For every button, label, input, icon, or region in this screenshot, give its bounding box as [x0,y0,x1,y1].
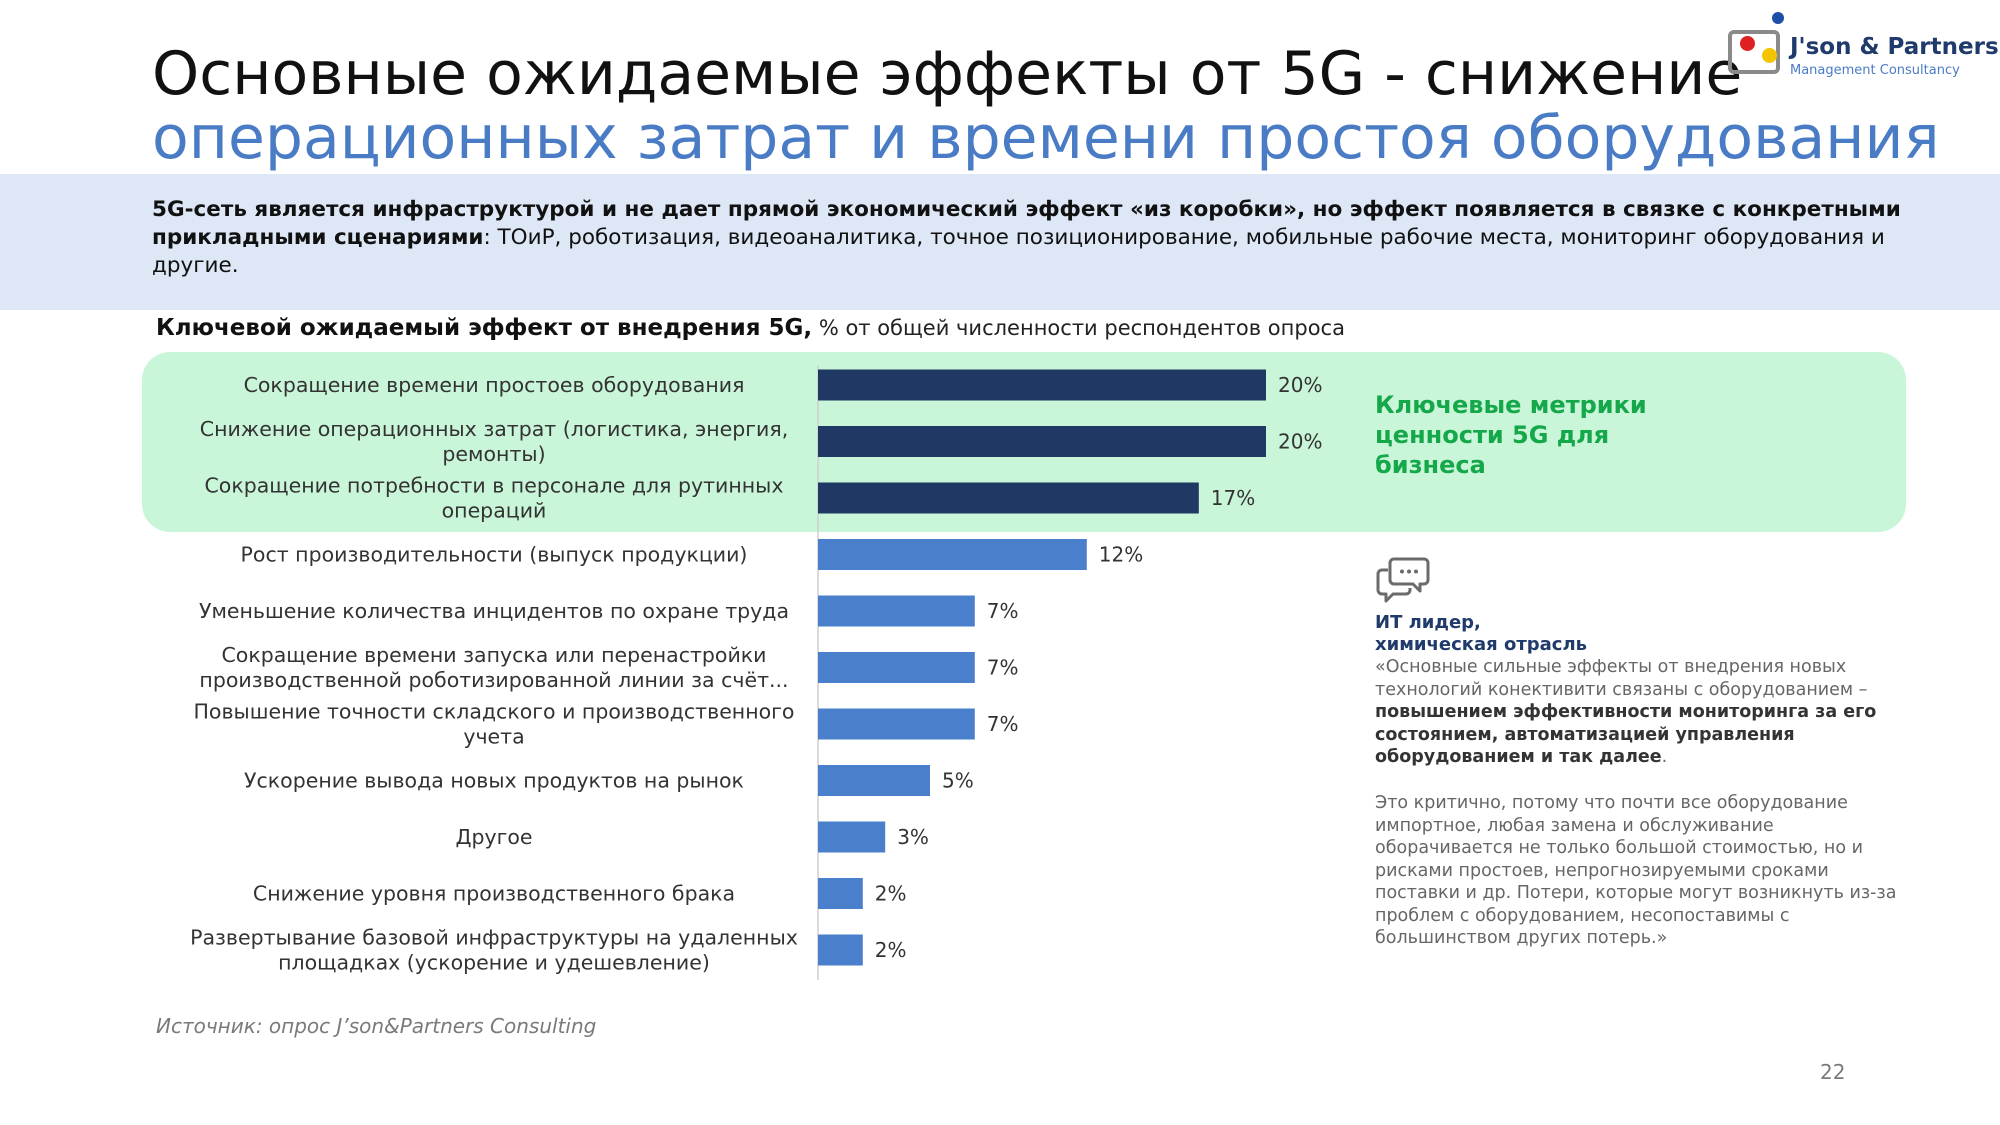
chart-title: Ключевой ожидаемый эффект от внедрения 5… [156,312,1345,344]
bar-8 [818,765,930,796]
category-label-1: Сокращение времени простоев оборудования [244,373,745,397]
summary-band: 5G-сеть является инфраструктурой и не да… [0,174,2000,310]
quote-author-role: ИТ лидер, [1375,612,1481,633]
bar-5 [818,595,975,627]
bar-value-label-11: 2% [875,938,907,962]
quote-text-end: . [1661,747,1668,767]
bar-value-label-7: 7% [987,712,1019,736]
key-metrics-label: Ключевые метрики ценности 5G для бизнеса [1375,391,1647,479]
bar-2 [818,426,1266,457]
bar-7 [818,708,975,740]
category-label-line: Снижение операционных затрат (логистика,… [200,417,788,441]
logo-dot-red [1740,36,1755,51]
bar-3 [818,482,1199,514]
logo-dot-blue [1772,12,1784,24]
category-label-10: Снижение уровня производственного брака [253,882,735,906]
category-label-line: Ускорение вывода новых продуктов на рыно… [244,769,744,793]
logo-subtitle: Management Consultancy [1790,63,1960,78]
category-label-line: Повышение точности складского и производ… [194,700,795,724]
bar-value-label-10: 2% [875,882,907,906]
quote-author: ИТ лидер, химическая отрасль [1375,612,1587,656]
bar-11 [818,934,863,966]
chart-title-bold: Ключевой ожидаемый эффект от внедрения 5… [156,315,813,341]
category-label-line: Сокращение потребности в персонале для р… [204,474,783,498]
chart-title-unit: % от общей численности респондентов опро… [812,316,1345,340]
category-label-line: площадках (ускорение и удешевление) [278,951,710,975]
category-label-line: Развертывание базовой инфраструктуры на … [190,926,798,950]
bar-value-label-2: 20% [1278,430,1322,454]
quote-text-bold: повышением эффективности мониторинга за … [1375,702,1877,767]
category-label-line: Сокращение времени запуска или перенастр… [221,643,766,667]
category-label-line: производственной роботизированной линии … [199,668,788,692]
bar-value-label-1: 20% [1278,373,1322,397]
quote-text-start: «Основные сильные эффекты от внедрения н… [1375,657,1868,700]
category-label-8: Ускорение вывода новых продуктов на рыно… [244,769,744,793]
quote-author-industry: химическая отрасль [1375,634,1588,655]
summary-rest: : ТОиР, роботизация, видеоаналитика, точ… [152,225,1885,278]
category-label-11: Развертывание базовой инфраструктуры на … [190,926,798,975]
company-logo: J'son & Partners Management Consultancy [1724,10,1999,80]
category-label-3: Сокращение потребности в персонале для р… [204,474,783,523]
logo-dot-yellow [1762,48,1777,63]
bar-value-label-8: 5% [942,769,974,793]
category-label-line: Снижение уровня производственного брака [253,882,735,906]
bar-value-label-9: 3% [897,825,929,849]
category-label-line: операций [442,499,547,523]
source-note: Источник: опрос J’son&Partners Consultin… [156,1014,597,1038]
bar-value-label-6: 7% [987,656,1019,680]
bar-6 [818,652,975,683]
bar-value-label-3: 17% [1211,486,1255,510]
category-label-4: Рост производительности (выпуск продукци… [241,543,748,567]
category-label-5: Уменьшение количества инцидентов по охра… [199,599,789,623]
bar-value-label-4: 12% [1099,543,1143,567]
logo-frame [1728,30,1780,74]
category-label-line: ремонты) [442,442,545,466]
chat-bubbles-icon [1376,557,1430,603]
category-label-line: учета [463,725,524,749]
category-label-6: Сокращение времени запуска или перенастр… [199,643,788,692]
quote-paragraph-2: Это критично, потому что почти все обору… [1375,793,1897,948]
category-label-7: Повышение точности складского и производ… [194,700,795,749]
category-label-line: Другое [455,825,532,849]
summary-bold: 5G-сеть является инфраструктурой и не да… [152,197,1901,250]
bar-1 [818,369,1266,401]
bar-4 [818,539,1087,570]
bar-9 [818,821,886,853]
category-label-line: Уменьшение количества инцидентов по охра… [199,599,789,623]
bar-10 [818,878,863,909]
page-title-line1: Основные ожидаемые эффекты от 5G - сниже… [152,39,1743,109]
page-number: 22 [1820,1060,1846,1084]
category-label-9: Другое [455,825,532,849]
category-label-2: Снижение операционных затрат (логистика,… [200,417,788,466]
logo-name: J'son & Partners [1790,34,1999,60]
category-label-line: Сокращение времени простоев оборудования [244,373,745,397]
quote-text: «Основные сильные эффекты от внедрения н… [1375,656,1915,769]
summary-text: 5G-сеть является инфраструктурой и не да… [152,196,1922,280]
category-label-line: Рост производительности (выпуск продукци… [241,543,748,567]
page-title-line2: операционных затрат и времени простоя об… [152,103,1940,173]
bar-value-label-5: 7% [987,599,1019,623]
